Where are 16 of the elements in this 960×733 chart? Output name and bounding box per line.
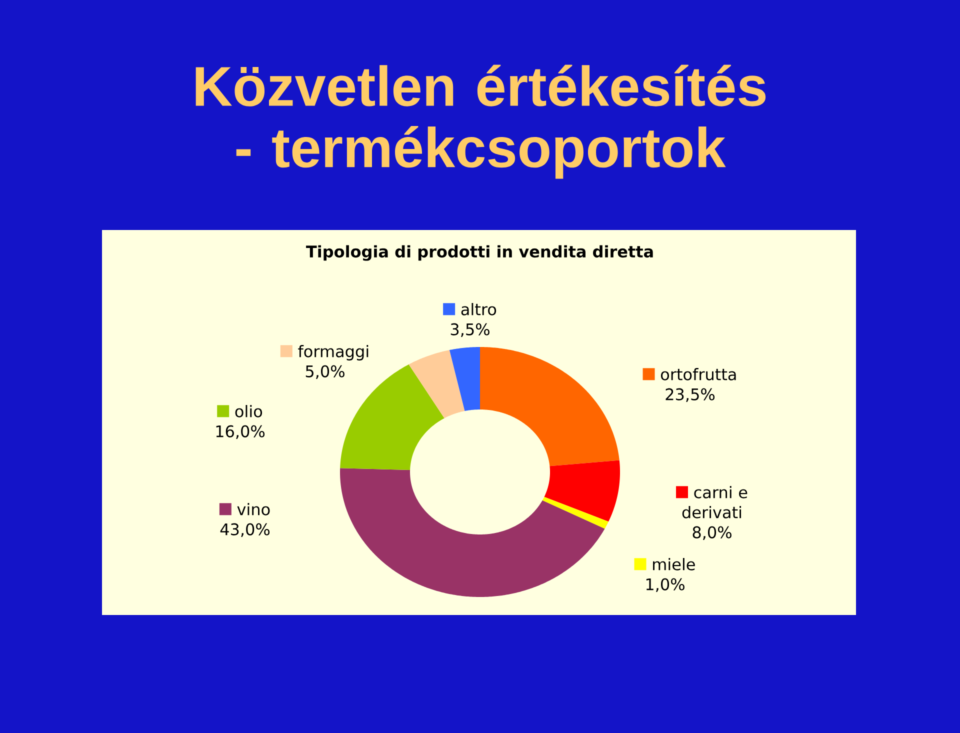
- legend-label: carni e derivati: [682, 486, 748, 518]
- data-label: 16,0%: [216, 425, 265, 440]
- legend-label: vino: [237, 502, 270, 516]
- legend-label: altro: [461, 302, 496, 316]
- data-label: 3,5%: [450, 323, 490, 338]
- data-label: 8,0%: [692, 526, 732, 540]
- legend-label: ortofrutta: [660, 368, 736, 380]
- legend-label: formaggi: [298, 344, 368, 360]
- legend-label: miele: [653, 558, 695, 570]
- data-label: 23,5%: [666, 388, 715, 402]
- legend-label: olio: [235, 404, 262, 418]
- data-label: 43,0%: [220, 523, 270, 538]
- data-label: 1,0%: [646, 578, 684, 592]
- data-label: 5,0%: [306, 365, 344, 380]
- chart-title: Közvetlen értékesítés - termékcsoportok: [196, 64, 766, 179]
- chart-subtitle: Tipologia di prodotti in vendita diretta: [306, 245, 653, 261]
